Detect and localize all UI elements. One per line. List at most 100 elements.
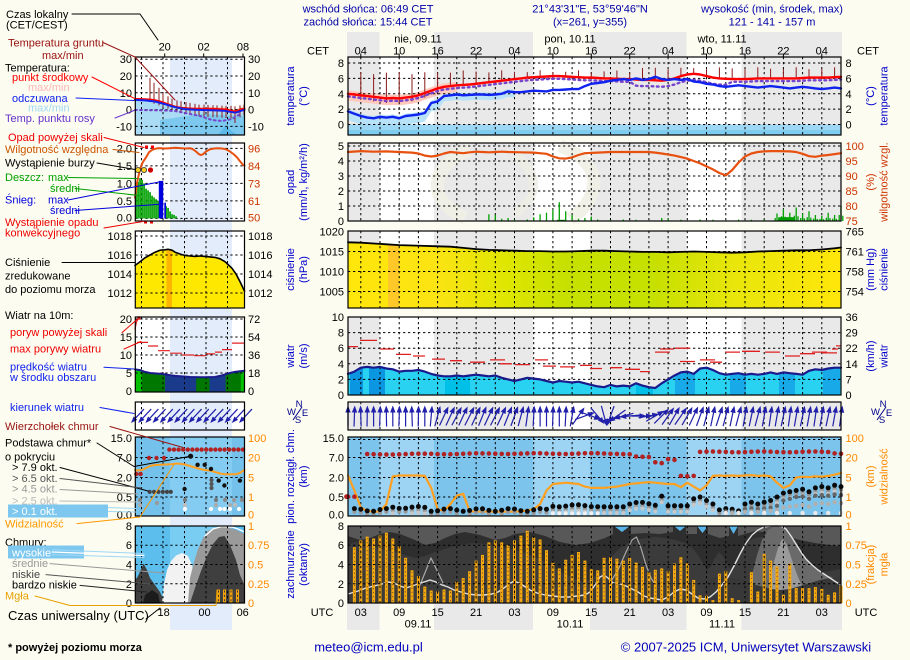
svg-text:16: 16: [585, 46, 597, 58]
svg-text:Podstawa chmur*: Podstawa chmur*: [5, 438, 92, 450]
svg-text:5: 5: [846, 473, 852, 485]
svg-text:0.75: 0.75: [248, 540, 269, 552]
svg-text:ciśnienie: ciśnienie: [879, 248, 891, 291]
svg-text:1018: 1018: [248, 231, 272, 243]
svg-text:100: 100: [846, 141, 864, 153]
svg-text:20: 20: [120, 71, 132, 83]
svg-text:2: 2: [338, 374, 344, 386]
svg-text:w środku obszaru: w środku obszaru: [9, 372, 96, 384]
svg-text:max: max: [48, 195, 69, 207]
svg-text:Wierzchołek chmur: Wierzchołek chmur: [5, 421, 99, 433]
svg-text:(x=261, y=355): (x=261, y=355): [553, 17, 627, 29]
svg-text:2.0: 2.0: [117, 143, 132, 155]
svg-text:95: 95: [846, 156, 858, 168]
svg-text:121 - 141 - 157 m: 121 - 141 - 157 m: [729, 17, 816, 29]
svg-text:0.5: 0.5: [329, 492, 344, 504]
svg-text:29: 29: [846, 328, 858, 340]
svg-text:Wystąpienie burzy: Wystąpienie burzy: [5, 158, 95, 170]
svg-text:> 0.1 okt.: > 0.1 okt.: [12, 506, 58, 518]
svg-text:03: 03: [355, 607, 367, 619]
svg-text:S: S: [295, 415, 301, 426]
svg-text:20: 20: [846, 453, 858, 465]
svg-text:4: 4: [338, 359, 344, 371]
svg-text:4: 4: [338, 560, 344, 572]
svg-text:o pokryciu: o pokryciu: [5, 452, 55, 464]
svg-text:bardzo niskie: bardzo niskie: [12, 580, 77, 592]
svg-text:5: 5: [248, 473, 254, 485]
svg-text:(frakcja): (frakcja): [865, 545, 877, 585]
svg-text:10.11: 10.11: [557, 619, 584, 631]
svg-text:Temperatura:: Temperatura:: [5, 63, 70, 75]
svg-text:Temperatura gruntu: Temperatura gruntu: [8, 38, 104, 50]
svg-text:15: 15: [739, 607, 751, 619]
svg-text:2: 2: [338, 186, 344, 198]
svg-text:0: 0: [338, 120, 344, 132]
svg-text:zredukowane: zredukowane: [5, 271, 70, 283]
svg-text:08: 08: [237, 42, 249, 54]
svg-text:W: W: [871, 407, 880, 418]
svg-text:10: 10: [393, 46, 405, 58]
svg-text:Ciśnienie: Ciśnienie: [5, 257, 50, 269]
svg-text:(hPa): (hPa): [298, 256, 310, 283]
svg-text:8: 8: [338, 328, 344, 340]
svg-text:8: 8: [126, 521, 132, 533]
svg-text:średni: średni: [50, 205, 80, 217]
svg-text:Mgła: Mgła: [5, 590, 30, 602]
svg-text:36: 36: [248, 350, 260, 362]
svg-text:18: 18: [157, 607, 169, 619]
svg-text:0: 0: [248, 598, 254, 610]
svg-text:2.0: 2.0: [329, 473, 344, 485]
svg-text:mgła: mgła: [879, 552, 891, 577]
svg-text:1.5: 1.5: [117, 161, 132, 173]
svg-text:761: 761: [846, 247, 864, 259]
svg-text:(km): (km): [865, 466, 877, 488]
svg-text:16: 16: [431, 46, 443, 58]
svg-text:765: 765: [846, 227, 864, 239]
svg-text:poryw powyżej skali: poryw powyżej skali: [10, 327, 107, 339]
svg-text:0.0: 0.0: [117, 213, 132, 225]
svg-text:0: 0: [126, 598, 132, 610]
svg-text:niskie: niskie: [12, 569, 40, 581]
svg-text:meteo@icm.edu.pl: meteo@icm.edu.pl: [314, 640, 423, 655]
svg-text:15: 15: [120, 332, 132, 344]
svg-text:10: 10: [700, 46, 712, 58]
svg-text:temperatura: temperatura: [879, 65, 891, 125]
svg-text:> 4.5 okt.: > 4.5 okt.: [12, 484, 58, 496]
svg-text:(mm Hg): (mm Hg): [865, 248, 877, 291]
svg-text:5: 5: [126, 368, 132, 380]
svg-text:10: 10: [248, 88, 260, 100]
svg-text:(°C): (°C): [865, 86, 877, 106]
svg-text:1016: 1016: [248, 250, 272, 262]
svg-text:20: 20: [248, 453, 260, 465]
svg-text:zachód słońca: 15:44 CET: zachód słońca: 15:44 CET: [303, 17, 432, 29]
svg-text:09.11: 09.11: [405, 619, 432, 631]
svg-text:(oktanty): (oktanty): [298, 543, 310, 586]
svg-text:Wiatr na 10m:: Wiatr na 10m:: [5, 310, 73, 322]
svg-text:wschód słońca: 06:49 CET: wschód słońca: 06:49 CET: [302, 4, 434, 16]
svg-text:30: 30: [248, 54, 260, 66]
svg-text:wiatr: wiatr: [285, 344, 297, 369]
svg-text:2.0: 2.0: [117, 473, 132, 485]
svg-text:konwekcyjnego: konwekcyjnego: [5, 228, 80, 240]
svg-text:2: 2: [126, 579, 132, 591]
svg-text:03: 03: [662, 607, 674, 619]
svg-text:80: 80: [846, 201, 858, 213]
svg-text:UTC: UTC: [311, 607, 334, 619]
svg-text:4: 4: [338, 156, 344, 168]
svg-text:zachmurzenie: zachmurzenie: [285, 530, 297, 598]
svg-text:1005: 1005: [320, 287, 344, 299]
svg-text:2: 2: [338, 579, 344, 591]
svg-text:10: 10: [547, 46, 559, 58]
svg-text:N: N: [880, 399, 887, 410]
svg-text:0: 0: [248, 105, 254, 117]
svg-text:4: 4: [126, 560, 132, 572]
svg-text:* powyżej poziomu morza: * powyżej poziomu morza: [8, 642, 143, 654]
svg-text:30: 30: [120, 54, 132, 66]
svg-text:10: 10: [120, 350, 132, 362]
svg-text:wysokość (min, środek, max): wysokość (min, środek, max): [700, 4, 843, 16]
svg-text:max/min: max/min: [28, 103, 70, 115]
svg-text:0.0: 0.0: [329, 510, 344, 522]
svg-text:04: 04: [355, 46, 367, 58]
svg-text:758: 758: [846, 267, 864, 279]
svg-text:1: 1: [248, 492, 254, 504]
